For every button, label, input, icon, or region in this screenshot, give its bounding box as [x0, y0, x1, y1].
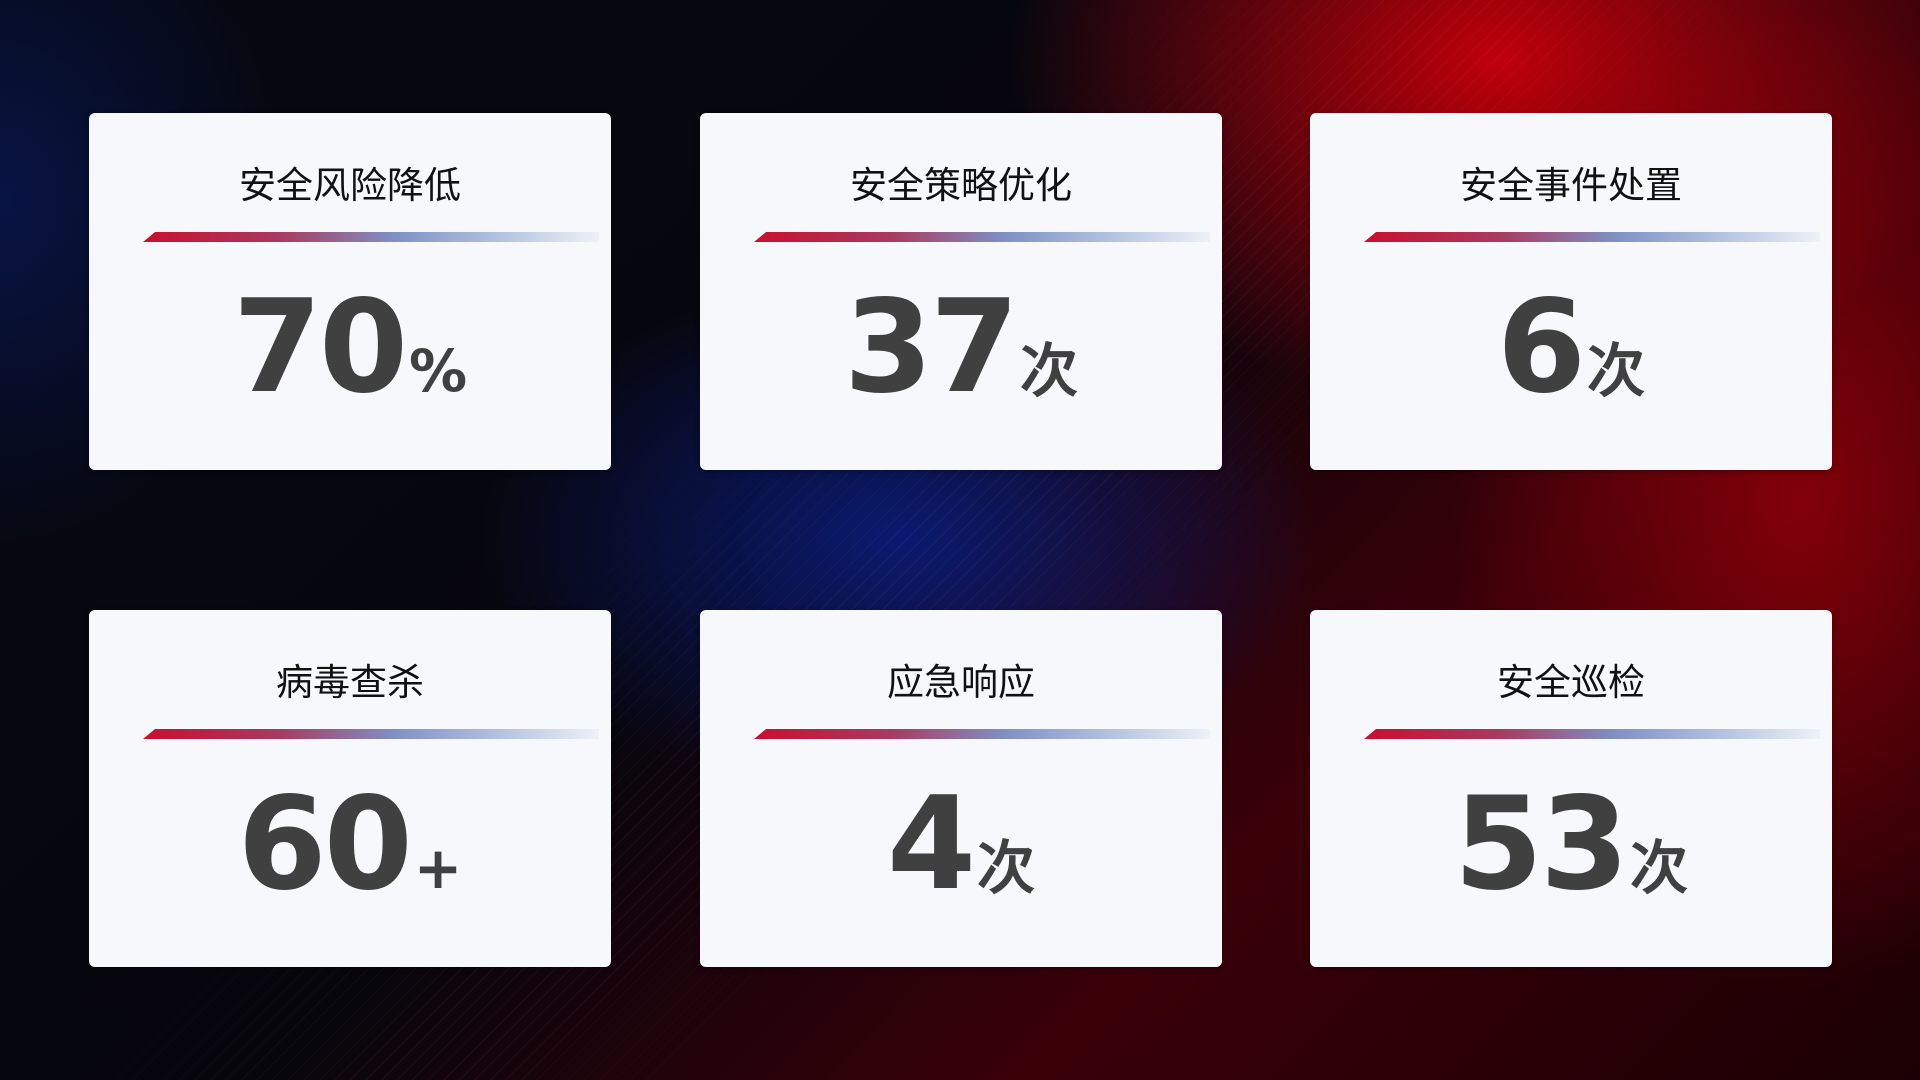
stat-number: 60 [237, 770, 413, 919]
stat-title: 安全事件处置 [1460, 164, 1682, 207]
stat-value: 6次 [1310, 273, 1832, 422]
stat-number: 37 [843, 273, 1019, 422]
stat-unit: 次 [1630, 834, 1689, 902]
stat-unit: 次 [977, 834, 1036, 902]
stat-number: 53 [1453, 770, 1629, 919]
stat-unit: + [413, 834, 463, 902]
stat-title: 病毒查杀 [276, 661, 424, 704]
stat-card: 安全巡检 53次 [1310, 610, 1832, 967]
gradient-divider [1364, 232, 1820, 242]
gradient-divider [143, 729, 599, 739]
gradient-divider [143, 232, 599, 242]
gradient-divider [754, 232, 1210, 242]
stat-card: 应急响应 4次 [700, 610, 1222, 967]
stat-card: 安全风险降低 70% [89, 113, 611, 470]
stat-title: 安全巡检 [1497, 661, 1645, 704]
stat-value: 4次 [700, 770, 1222, 919]
stat-title: 安全风险降低 [239, 164, 461, 207]
stat-unit: 次 [1020, 337, 1079, 405]
stat-value: 37次 [700, 273, 1222, 422]
stat-value: 53次 [1310, 770, 1832, 919]
stat-number: 70 [232, 273, 408, 422]
stat-card: 安全策略优化 37次 [700, 113, 1222, 470]
stat-unit: % [409, 337, 468, 405]
stat-unit: 次 [1587, 337, 1646, 405]
stat-value: 70% [89, 273, 611, 422]
stat-number: 4 [886, 770, 976, 919]
stat-number: 6 [1496, 273, 1586, 422]
stat-title: 应急响应 [887, 661, 1035, 704]
gradient-divider [1364, 729, 1820, 739]
stat-card: 安全事件处置 6次 [1310, 113, 1832, 470]
stat-title: 安全策略优化 [850, 164, 1072, 207]
gradient-divider [754, 729, 1210, 739]
stat-card: 病毒查杀 60+ [89, 610, 611, 967]
stat-value: 60+ [89, 770, 611, 919]
